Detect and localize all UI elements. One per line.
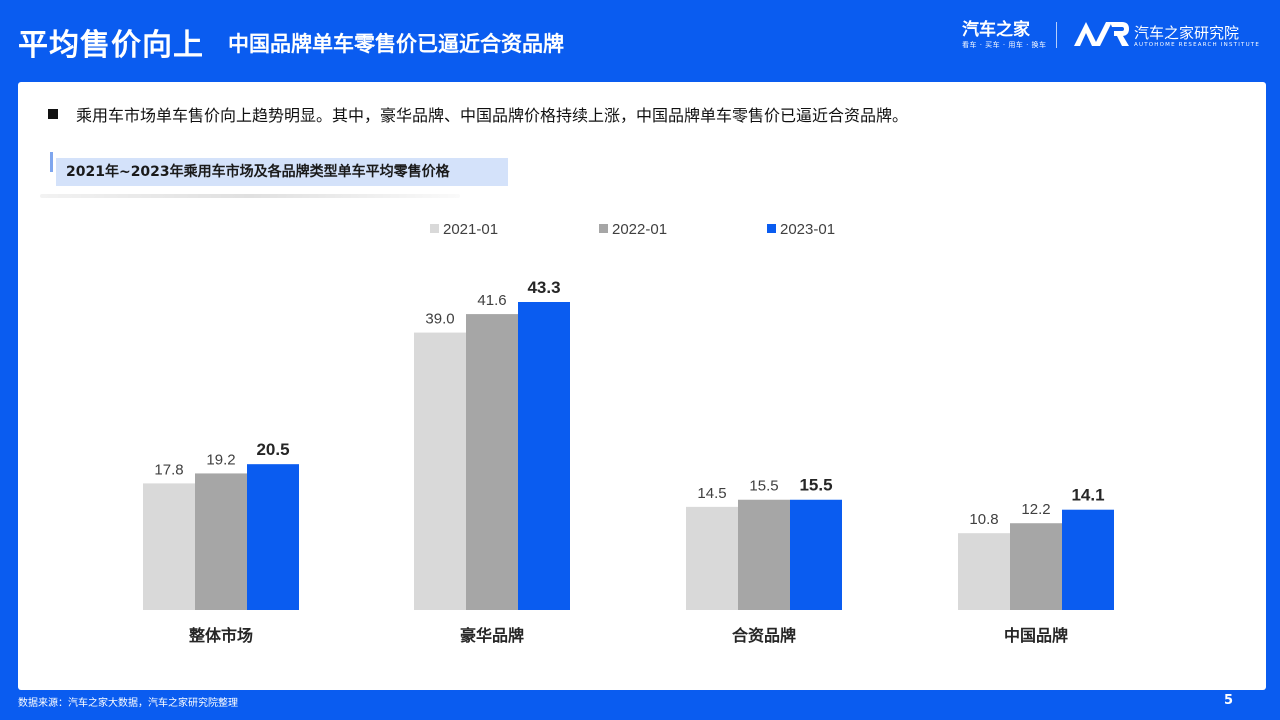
data-label-整体市场-2022-01: 19.2 [206,451,235,468]
data-label-豪华品牌-2021-01: 39.0 [425,311,454,328]
square-bullet-icon [48,109,58,119]
data-label-整体市场-2021-01: 17.8 [154,461,183,478]
bar-合资品牌-2023-01 [790,499,842,610]
data-label-豪华品牌-2023-01: 43.3 [527,278,560,297]
bar-整体市场-2021-01 [143,483,195,610]
category-label-豪华品牌: 豪华品牌 [460,626,524,645]
bar-合资品牌-2021-01 [686,506,738,610]
legend-swatch-2022-01 [599,224,608,233]
research-institute-english: AUTOHOME RESEARCH INSTITUTE [1134,42,1261,48]
category-label-中国品牌: 中国品牌 [1004,626,1068,645]
data-source-note: 数据来源：汽车之家大数据，汽车之家研究院整理 [18,698,238,709]
bar-中国品牌-2023-01 [1062,509,1114,610]
bar-整体市场-2023-01 [247,464,299,610]
category-label-合资品牌: 合资品牌 [732,626,796,645]
bar-豪华品牌-2022-01 [466,314,518,610]
page-subtitle: 中国品牌单车零售价已逼近合资品牌 [228,32,564,56]
ar-mark-icon [1074,22,1129,46]
autohome-logo: 汽车之家 看车 · 买车 · 用车 · 换车 [962,20,1047,50]
bar-中国品牌-2021-01 [958,533,1010,610]
legend-label-2022-01: 2022-01 [612,221,667,238]
chart-title-accent [50,152,53,172]
autohome-logo-slogan: 看车 · 买车 · 用车 · 换车 [962,41,1047,49]
bullet-text: 乘用车市场单车售价向上趋势明显。其中，豪华品牌、中国品牌价格持续上涨，中国品牌单… [76,106,909,125]
data-label-合资品牌-2023-01: 15.5 [799,476,832,495]
research-institute-name: 汽车之家研究院 [1134,24,1240,42]
autohome-logo-text: 汽车之家 [962,20,1030,40]
legend-label-2021-01: 2021-01 [443,221,498,238]
chart-title-shadow [40,194,460,198]
data-label-中国品牌-2021-01: 10.8 [969,511,998,528]
legend-swatch-2023-01 [767,224,776,233]
bullet-point: 乘用车市场单车售价向上趋势明显。其中，豪华品牌、中国品牌价格持续上涨，中国品牌单… [48,102,908,126]
bar-豪华品牌-2021-01 [414,332,466,610]
data-label-合资品牌-2021-01: 14.5 [697,485,726,502]
bar-合资品牌-2022-01 [738,499,790,610]
data-label-合资品牌-2022-01: 15.5 [749,478,778,495]
bar-整体市场-2022-01 [195,473,247,610]
legend-label-2023-01: 2023-01 [780,221,835,238]
data-label-整体市场-2023-01: 20.5 [256,440,289,459]
header: 平均售价向上 中国品牌单车零售价已逼近合资品牌 汽车之家 看车 · 买车 · 用… [0,0,1280,82]
category-label-整体市场: 整体市场 [188,626,253,645]
legend-swatch-2021-01 [430,224,439,233]
data-label-中国品牌-2023-01: 14.1 [1071,486,1104,505]
data-label-豪华品牌-2022-01: 41.6 [477,292,506,309]
page-title: 平均售价向上 [18,28,204,63]
bar-豪华品牌-2023-01 [518,302,570,610]
chart-title: 2021年~2023年乘用车市场及各品牌类型单车平均零售价格 [56,158,508,186]
page-number: 5 [1224,693,1234,708]
logo-divider [1056,22,1057,48]
data-label-中国品牌-2022-01: 12.2 [1021,501,1050,518]
bar-中国品牌-2022-01 [1010,523,1062,610]
